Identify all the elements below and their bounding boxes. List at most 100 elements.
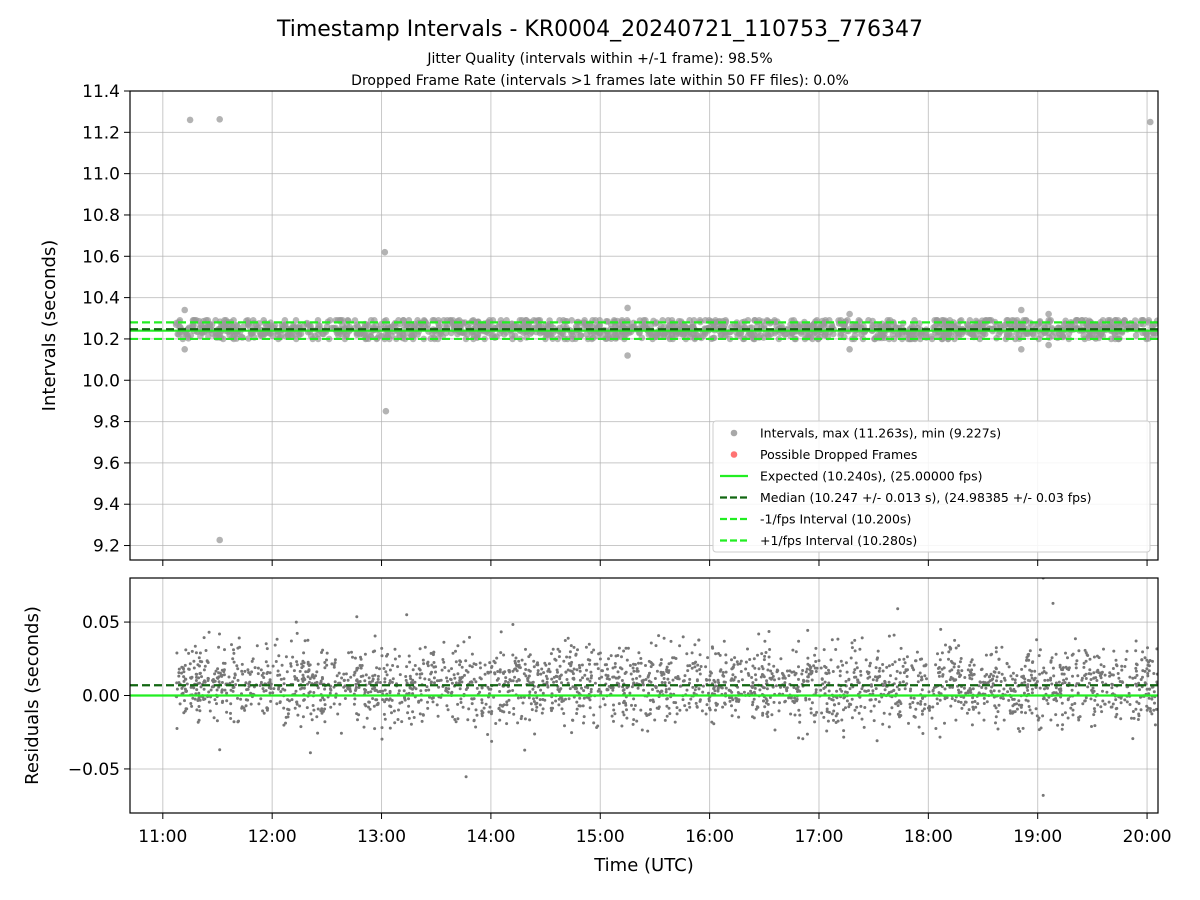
data-point — [356, 718, 359, 722]
data-point — [687, 701, 691, 705]
data-point — [207, 690, 211, 694]
data-point — [896, 704, 900, 708]
data-point — [549, 652, 553, 656]
data-point — [912, 714, 916, 718]
data-point — [808, 664, 811, 667]
data-point — [830, 712, 834, 716]
data-point — [407, 716, 411, 720]
data-point — [1052, 698, 1056, 702]
data-point — [292, 669, 296, 673]
data-point — [311, 673, 315, 677]
data-point — [423, 677, 427, 681]
data-point — [794, 687, 798, 691]
data-point — [798, 713, 802, 717]
data-point — [436, 714, 440, 718]
data-point — [1083, 699, 1087, 703]
data-point — [244, 704, 248, 708]
data-point — [895, 669, 899, 673]
data-point — [887, 691, 891, 694]
data-point — [696, 663, 700, 667]
data-point — [446, 708, 450, 712]
data-point — [943, 687, 947, 691]
data-point — [1045, 310, 1052, 318]
data-point — [1143, 681, 1147, 685]
data-point — [1035, 638, 1039, 642]
data-point — [1061, 668, 1065, 672]
data-point — [1022, 691, 1026, 695]
data-point — [244, 698, 248, 702]
data-point — [406, 711, 410, 715]
data-point — [387, 698, 391, 702]
data-point — [548, 670, 552, 674]
data-point — [978, 680, 982, 684]
data-point — [316, 662, 320, 666]
data-point — [300, 662, 304, 666]
data-point — [462, 640, 466, 644]
data-point — [215, 702, 218, 706]
data-point — [187, 332, 195, 339]
data-point — [264, 689, 268, 693]
data-point — [301, 673, 305, 677]
data-point — [293, 706, 297, 710]
data-point — [820, 711, 824, 715]
data-point — [405, 613, 409, 617]
data-point — [418, 712, 422, 716]
data-point — [442, 640, 446, 644]
data-point — [671, 678, 675, 682]
data-point — [752, 716, 756, 720]
data-point — [330, 662, 334, 666]
data-point — [1118, 680, 1122, 683]
data-point — [364, 673, 368, 677]
data-point — [622, 713, 626, 717]
data-point — [1025, 683, 1029, 687]
data-point — [458, 676, 462, 680]
y-tick-label: 11.0 — [82, 165, 120, 185]
data-point — [977, 684, 981, 688]
data-point — [1152, 672, 1156, 675]
data-point — [321, 696, 325, 700]
data-point — [241, 672, 245, 676]
data-point — [825, 709, 829, 713]
data-point — [903, 687, 907, 691]
x-tick-label: 14:00 — [466, 827, 515, 847]
data-point — [261, 671, 265, 675]
data-point — [333, 661, 337, 665]
data-point — [403, 322, 411, 329]
data-point — [501, 704, 505, 708]
data-point — [617, 702, 621, 706]
data-point — [1020, 331, 1028, 338]
data-point — [454, 681, 458, 685]
data-point — [352, 673, 356, 677]
data-point — [189, 676, 193, 680]
data-point — [762, 699, 766, 703]
data-point — [724, 670, 728, 674]
data-point — [599, 690, 603, 694]
data-point — [314, 674, 318, 678]
data-point — [1016, 727, 1020, 731]
data-point — [706, 656, 710, 660]
data-point — [1044, 671, 1048, 675]
data-point — [882, 711, 886, 715]
data-point — [539, 688, 543, 692]
data-point — [659, 658, 663, 662]
data-point — [638, 322, 645, 330]
data-point — [651, 663, 655, 667]
data-point — [262, 676, 266, 679]
data-point — [630, 703, 633, 707]
data-point — [635, 719, 639, 723]
data-point — [852, 671, 856, 674]
data-point — [527, 674, 531, 678]
data-point — [212, 680, 215, 684]
data-point — [435, 679, 439, 683]
data-point — [575, 707, 579, 711]
data-point — [999, 680, 1003, 683]
data-point — [959, 700, 963, 704]
data-point — [1036, 718, 1040, 722]
data-point — [1117, 676, 1121, 680]
data-point — [1058, 663, 1062, 667]
data-point — [972, 663, 976, 667]
data-point — [486, 685, 490, 689]
data-point — [1030, 691, 1034, 695]
data-point — [655, 669, 659, 673]
data-point — [997, 657, 1001, 661]
